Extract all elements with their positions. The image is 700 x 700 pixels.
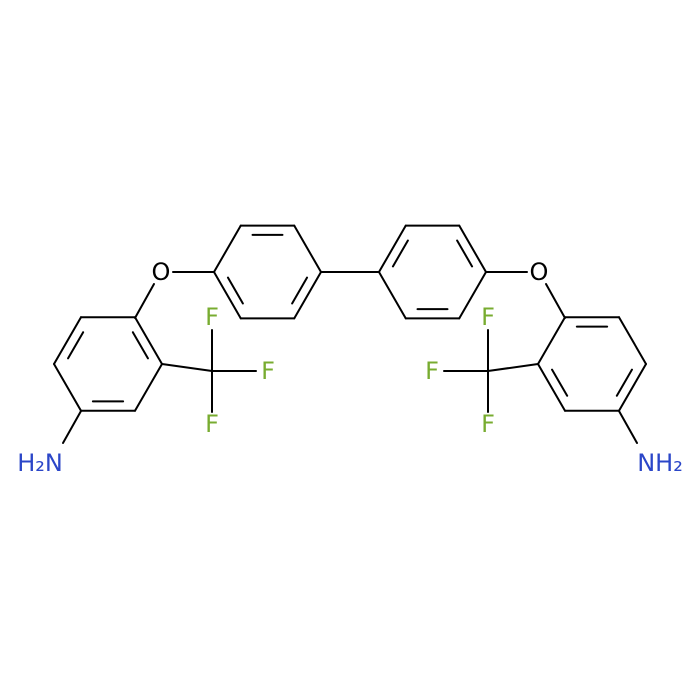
bond	[545, 283, 566, 319]
atom-label: O	[530, 258, 549, 286]
atom-label: O	[152, 258, 171, 286]
bond	[291, 276, 309, 305]
bond	[458, 271, 487, 320]
bond	[213, 224, 242, 273]
bond	[615, 368, 633, 397]
bond	[161, 363, 213, 372]
bond	[62, 410, 82, 444]
atom-label: F	[425, 357, 439, 385]
bonds	[53, 224, 647, 444]
bond	[378, 224, 407, 273]
bond	[551, 368, 569, 397]
bond	[537, 363, 566, 412]
bond	[537, 316, 566, 365]
bond	[458, 224, 487, 273]
bond	[293, 271, 322, 320]
bond	[134, 316, 163, 365]
bond	[134, 363, 163, 412]
bond	[213, 271, 242, 320]
bond	[53, 363, 82, 412]
bond	[293, 224, 322, 273]
atom-label: F	[481, 303, 495, 331]
bond	[487, 363, 539, 372]
atom-label: NH₂	[637, 449, 683, 477]
atom-label: F	[205, 410, 219, 438]
bond	[226, 276, 244, 305]
atom-label: H₂N	[17, 449, 63, 477]
bond	[618, 410, 638, 444]
bond	[391, 239, 409, 268]
bond	[618, 316, 647, 365]
bond	[378, 271, 407, 320]
atom-label: F	[261, 357, 275, 385]
bond	[618, 363, 647, 412]
bond	[67, 331, 85, 360]
atom-label: F	[205, 303, 219, 331]
atom-label: F	[481, 410, 495, 438]
bond	[53, 316, 82, 365]
bond	[131, 331, 149, 360]
bond	[456, 239, 474, 268]
bond	[134, 283, 155, 319]
